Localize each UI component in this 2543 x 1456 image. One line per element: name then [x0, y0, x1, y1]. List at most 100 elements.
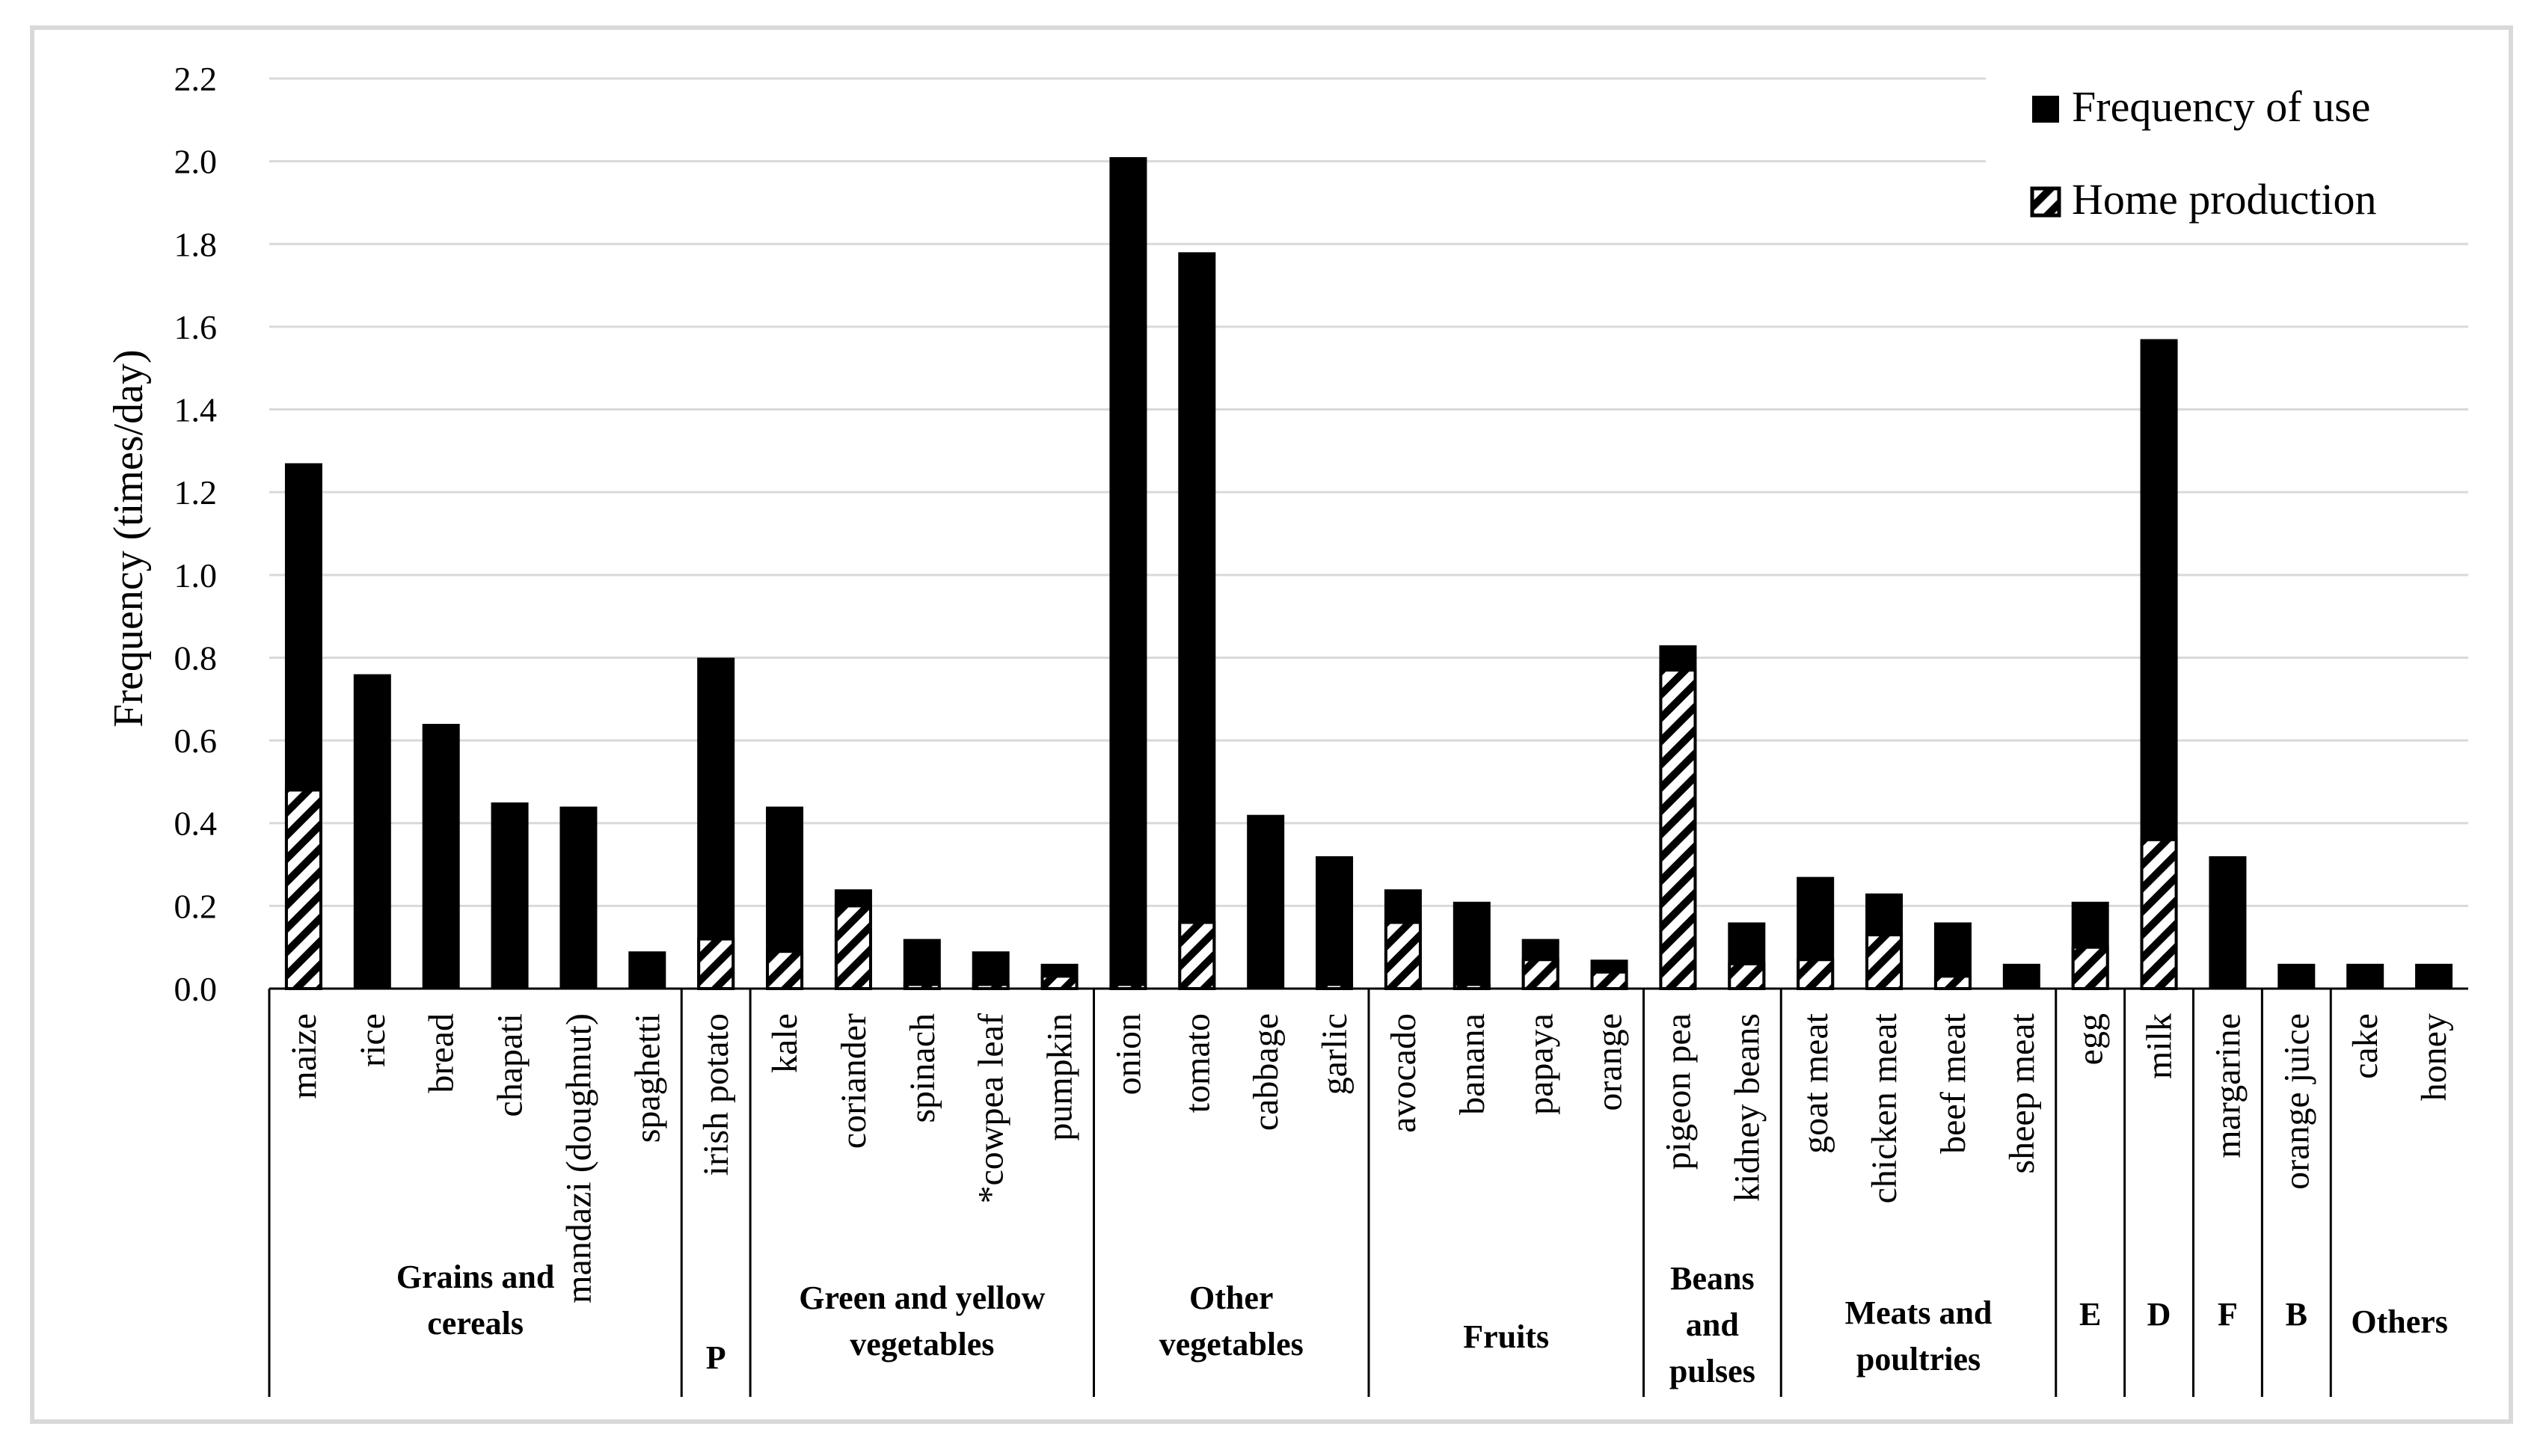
- y-tick-label: 0.2: [174, 887, 218, 925]
- category-label: chicken meat: [1865, 1013, 1904, 1203]
- bar-frequency-of-use: [2277, 963, 2316, 989]
- y-tick-label: 1.4: [174, 391, 218, 429]
- category-label: orange: [1590, 1013, 1630, 1111]
- category-label: mandazi (doughnut): [559, 1013, 598, 1303]
- category-label: bread: [422, 1013, 461, 1093]
- group-label: B: [2286, 1296, 2307, 1333]
- group-label: Beans: [1670, 1260, 1754, 1297]
- y-tick-label: 1.6: [174, 308, 218, 346]
- bar-frequency-of-use: [2415, 963, 2453, 989]
- bar-frequency-of-use: [559, 806, 598, 989]
- bar-frequency-of-use: [422, 723, 460, 989]
- group-label: P: [706, 1339, 726, 1376]
- group-label: Fruits: [1463, 1318, 1549, 1355]
- category-label: spinach: [903, 1013, 942, 1123]
- y-tick-label: 1.8: [174, 225, 218, 263]
- y-tick-labels: 0.0 0.2 0.4 0.6 0.8 1.0 1.2 1.4 1.6 1.8 2.0 2.2: [174, 60, 218, 1008]
- y-tick-label: 1.2: [174, 473, 218, 512]
- bar-home-production: [1521, 958, 1559, 990]
- bar-home-production: [2140, 838, 2178, 990]
- bar-frequency-of-use: [628, 951, 666, 989]
- category-label: *cowpea leaf: [972, 1013, 1011, 1204]
- category-label: pigeon pea: [1658, 1013, 1698, 1170]
- legend-swatch-home-production: [2030, 186, 2061, 218]
- group-label: F: [2218, 1296, 2238, 1333]
- bar-frequency-of-use: [1453, 901, 1491, 989]
- bar-home-production: [1865, 933, 1904, 990]
- category-labels: maize rice bread chapati mandazi (doughnut) s…: [284, 1013, 2454, 1303]
- bar-home-production: [1178, 921, 1216, 991]
- category-label: egg: [2071, 1013, 2111, 1065]
- category-label: garlic: [1315, 1013, 1355, 1095]
- bar-frequency-of-use: [1109, 157, 1147, 989]
- y-tick-label: 1.0: [174, 556, 218, 595]
- bar-home-production: [1384, 921, 1422, 991]
- y-tick-label: 0.6: [174, 722, 218, 760]
- bar-frequency-of-use: [1247, 814, 1285, 989]
- bar-frequency-of-use: [1178, 252, 1216, 989]
- category-label: kale: [765, 1013, 805, 1073]
- category-label: pumpkin: [1040, 1013, 1080, 1141]
- legend-label-frequency: Frequency of use: [2072, 82, 2370, 131]
- bar-home-production: [1109, 983, 1147, 990]
- bar-home-production: [1316, 983, 1354, 990]
- category-label: kidney beans: [1727, 1013, 1767, 1202]
- category-label: papaya: [1521, 1013, 1561, 1115]
- bar-home-production: [903, 983, 941, 990]
- group-label: Others: [2351, 1303, 2448, 1340]
- bar-home-production: [1453, 983, 1491, 990]
- y-axis-label: Frequency (times/day): [105, 349, 152, 727]
- group-label: Other: [1189, 1280, 1273, 1316]
- bar-frequency-of-use: [972, 951, 1010, 989]
- bar-frequency-of-use: [697, 657, 735, 989]
- bar-home-production: [1797, 958, 1835, 990]
- bar-home-production: [834, 904, 872, 991]
- bar-home-production: [1040, 974, 1079, 990]
- category-label: tomato: [1177, 1013, 1217, 1113]
- bar-frequency-of-use: [353, 674, 391, 989]
- bar-frequency-of-use: [2209, 856, 2247, 989]
- y-tick-label: 0.8: [174, 639, 218, 677]
- bar-frequency-of-use: [491, 802, 529, 989]
- group-label: and: [1686, 1306, 1739, 1343]
- category-label: honey: [2414, 1013, 2454, 1101]
- category-label: milk: [2140, 1013, 2180, 1079]
- bar-home-production: [766, 950, 804, 990]
- category-label: cabbage: [1246, 1013, 1286, 1131]
- group-label: D: [2147, 1296, 2171, 1333]
- group-label: Meats and: [1845, 1294, 1993, 1331]
- category-label: maize: [284, 1013, 324, 1099]
- bar-home-production: [1590, 970, 1628, 990]
- category-label: beef meat: [1933, 1013, 1973, 1154]
- legend: Frequency of use Home production: [2030, 82, 2377, 224]
- bar-home-production: [1659, 669, 1697, 990]
- category-label: chapati: [491, 1013, 530, 1117]
- y-tick-label: 2.2: [174, 60, 218, 98]
- category-label: coriander: [834, 1013, 874, 1149]
- bar-home-production: [1933, 974, 1972, 990]
- category-label: banana: [1453, 1013, 1492, 1115]
- category-label: orange juice: [2277, 1013, 2316, 1190]
- bar-home-production: [284, 788, 322, 991]
- bar-frequency-of-use: [1316, 856, 1354, 989]
- group-label: E: [2079, 1296, 2101, 1333]
- legend-label-home-production: Home production: [2072, 175, 2377, 224]
- bar-home-production: [972, 983, 1010, 990]
- category-label: avocado: [1384, 1013, 1423, 1133]
- group-labels: Grains and cereals P Green and yellow vegeta…: [268, 989, 2448, 1397]
- group-label: vegetables: [850, 1326, 994, 1363]
- y-tick-label: 0.4: [174, 805, 218, 843]
- category-label: margarine: [2208, 1013, 2248, 1158]
- group-label: Grains and: [396, 1259, 555, 1295]
- bar-home-production: [697, 937, 735, 990]
- y-tick-label: 0.0: [174, 970, 218, 1008]
- category-label: rice: [353, 1013, 393, 1067]
- bars: [284, 157, 2453, 991]
- group-label: pulses: [1669, 1353, 1755, 1389]
- category-label: goat meat: [1796, 1013, 1835, 1154]
- group-label: Green and yellow: [799, 1280, 1045, 1316]
- group-label: cereals: [427, 1305, 524, 1342]
- bar-frequency-of-use: [2346, 963, 2384, 989]
- y-tick-label: 2.0: [174, 143, 218, 181]
- bar-home-production: [1728, 962, 1766, 990]
